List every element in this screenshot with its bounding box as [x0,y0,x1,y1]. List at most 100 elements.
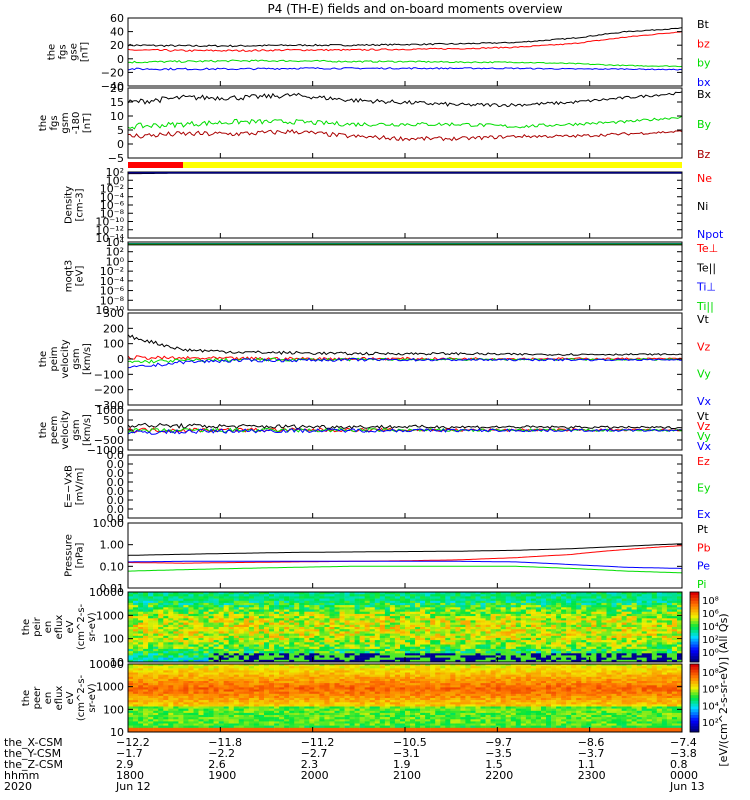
spectrogram-cell [173,706,179,709]
spectrogram-cell [203,700,209,703]
spectrogram-cell [379,613,386,617]
spectrogram-cell [384,609,391,612]
spectrogram-cell [138,613,144,617]
spectrogram-cell [581,633,587,637]
spectrogram-cell [450,627,456,630]
spectrogram-cell [445,620,451,623]
spectrogram-cell [546,616,552,619]
spectrogram-cell [405,651,411,654]
spectrogram-cell [495,655,501,658]
legend-entry: Vt [697,313,710,326]
spectrogram-cell [168,666,174,669]
spectrogram-cell [213,672,219,675]
spectrogram-cell [460,620,466,623]
spectrogram-cell [677,627,683,630]
spectrogram-cell [243,681,250,684]
spectrogram-cell [269,670,275,673]
spectrogram-cell [168,651,174,654]
spectrogram-cell [284,622,290,626]
spectrogram-cell [611,633,617,637]
spectrogram-cell [203,616,209,619]
spectrogram-cell [148,727,154,731]
spectrogram-cell [656,659,663,663]
spectrogram-cell [425,600,431,604]
spectrogram-cell [364,624,370,628]
spectrogram-cell [138,693,144,697]
spectrogram-cell [586,629,592,632]
spectrogram-cell [651,633,658,637]
spectrogram-cell [168,681,174,684]
spectrogram-cell [480,629,486,632]
spectrogram-cell [158,629,164,632]
spectrogram-cell [359,609,365,612]
spectrogram-cell [299,605,305,608]
spectrogram-cell [148,723,154,726]
spectrogram-cell [183,710,189,714]
spectrogram-cell [243,657,250,661]
spectrogram-cell [369,600,375,604]
spectrogram-cell [133,687,139,690]
spectrogram-cell [329,644,335,647]
spectrogram-cell [576,605,582,608]
spectrogram-cell [561,620,567,623]
spectrogram-cell [238,600,245,604]
spectrogram-cell [596,618,602,621]
spectrogram-cell [546,602,552,606]
spectrogram-cell [233,685,240,688]
spectrogram-cell [666,648,673,652]
spectrogram-cell [299,624,305,628]
spectrogram-cell [294,594,300,597]
spectrogram-cell [198,729,204,733]
spectrogram-cell [636,618,642,621]
spectrogram-cell [158,657,164,661]
spectrogram-cell [163,602,169,606]
spectrogram-cell [646,602,652,606]
spectrogram-cell [213,646,219,650]
spectrogram-cell [168,592,174,595]
spectrogram-cell [556,653,562,656]
spectrogram-cell [208,620,214,623]
spectrogram-cell [178,646,184,650]
spectrogram-cell [480,616,486,619]
spectrogram-cell [143,605,149,608]
spectrogram-cell [258,594,265,597]
spectrogram-cell [435,653,441,656]
spectrogram-cell [596,635,602,639]
spectrogram-cell [238,704,245,707]
spectrogram-cell [606,642,612,645]
spectrogram-cell [243,592,250,595]
spectrogram-cell [148,653,154,656]
spectrogram-cell [420,613,426,617]
spectrogram-cell [400,644,406,647]
spectrogram-cell [203,721,209,724]
spectrogram-cell [389,657,396,661]
spectrogram-cell [243,683,250,686]
spectrogram-cell [188,674,194,677]
spectrogram-cell [500,620,506,623]
spectrogram-cell [591,618,597,621]
spectrogram-cell [143,659,149,663]
spectrogram-cell [223,651,229,654]
spectrogram-cell [243,611,250,615]
spectrogram-cell [671,627,678,630]
spectrogram-cell [586,653,592,656]
spectrogram-cell [279,693,285,697]
spectrogram-cell [248,689,255,692]
spectrogram-cell [455,609,461,612]
y-tick-label: 1000 [96,404,124,417]
spectrogram-cell [661,655,668,658]
spectrogram-cell [535,616,542,619]
spectrogram-cell [284,592,290,595]
spectrogram-cell [168,600,174,604]
spectrogram-cell [556,592,562,595]
spectrogram-cell [505,635,511,639]
spectrogram-cell [294,605,300,608]
spectrogram-cell [213,683,219,686]
spectrogram-cell [228,609,234,612]
spectrogram-cell [223,655,229,658]
spectrogram-cell [515,622,522,626]
spectrogram-cell [253,695,260,699]
spectrogram-cell [460,640,466,643]
spectrogram-cell [415,651,421,654]
